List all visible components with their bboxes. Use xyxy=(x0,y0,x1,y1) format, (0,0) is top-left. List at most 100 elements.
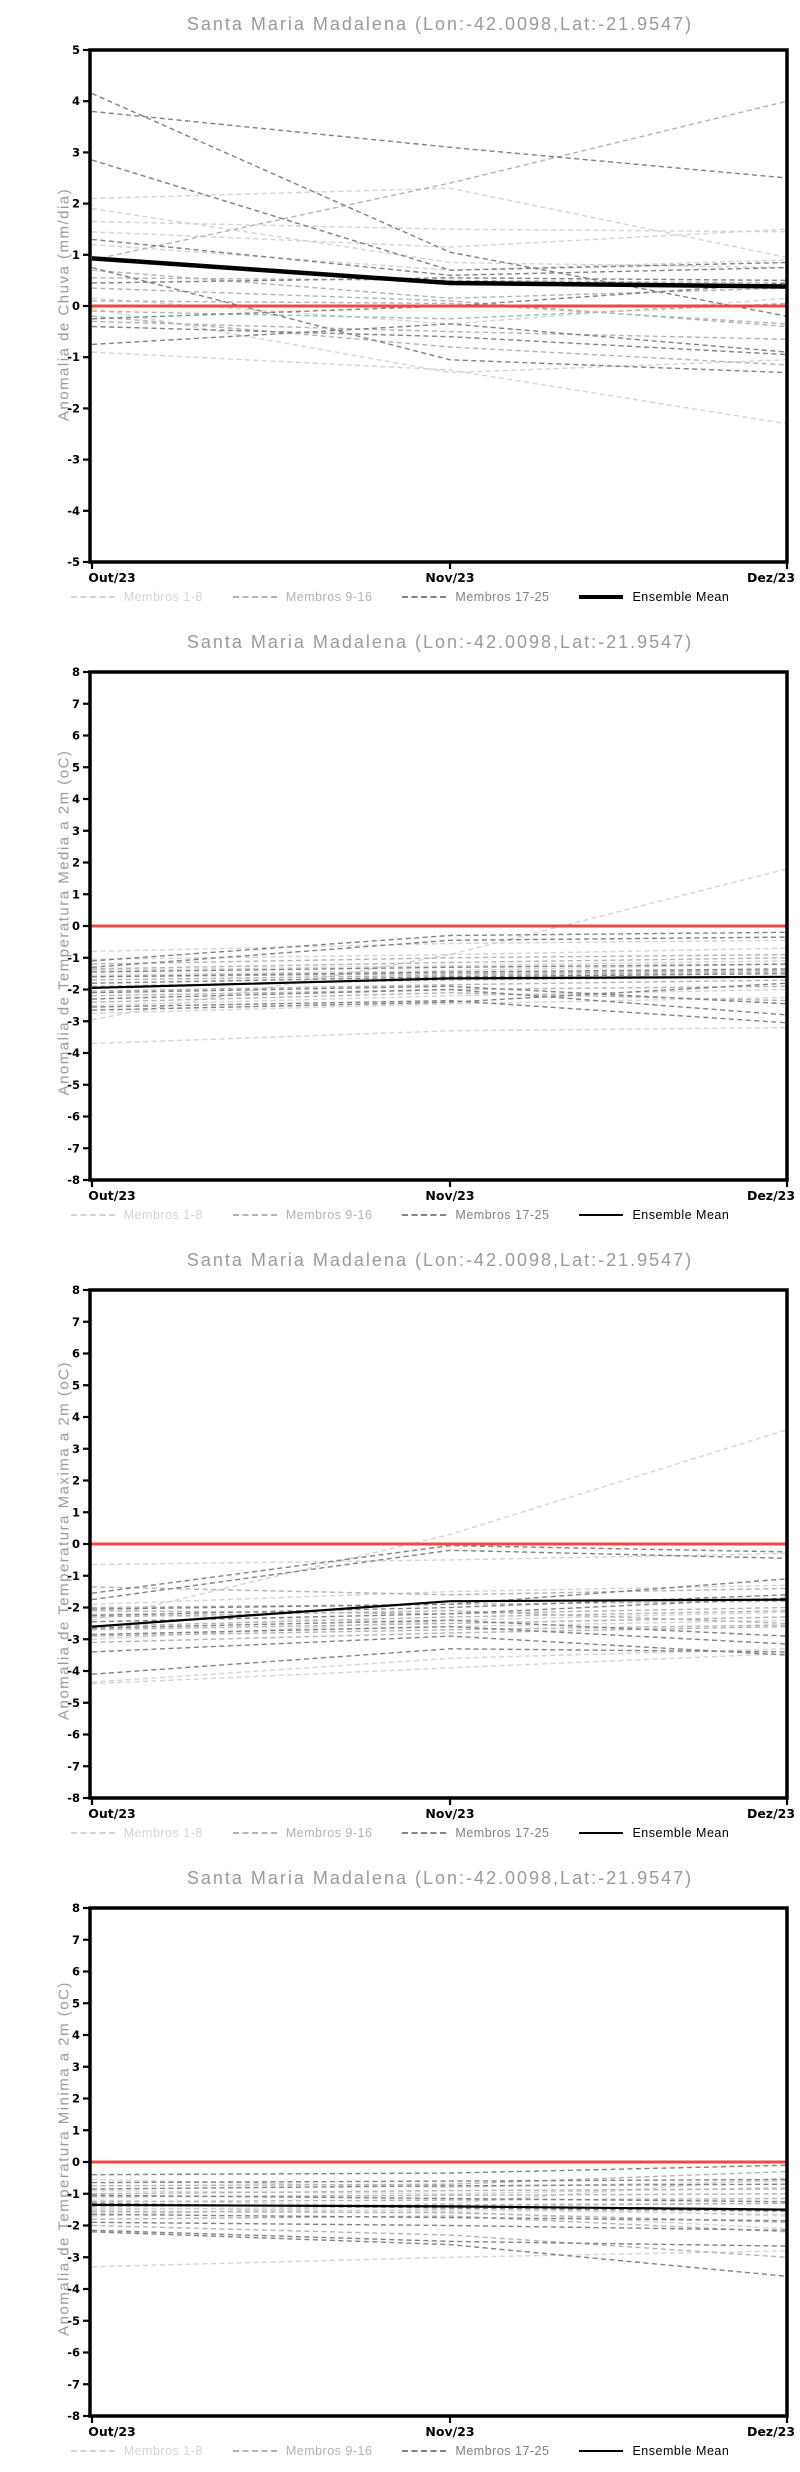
legend-label: Ensemble Mean xyxy=(632,590,730,604)
member-line xyxy=(91,2224,788,2258)
y-tick-label: 8 xyxy=(72,1283,80,1297)
member-line xyxy=(91,960,788,972)
legend-item-membros: Membros 17-25 xyxy=(402,1826,549,1840)
y-tick-label: 3 xyxy=(72,824,80,838)
y-tick-label: 7 xyxy=(72,1933,80,1947)
chart-legend: Membros 1-8 Membros 9-16 Membros 17-25 Ense… xyxy=(0,2440,800,2462)
y-tick-label: 2 xyxy=(72,197,80,211)
member-line xyxy=(91,320,788,340)
y-tick-label: 3 xyxy=(72,1442,80,1456)
legend-item-ensemble-mean: Ensemble Mean xyxy=(579,2444,729,2458)
y-tick-label: -2 xyxy=(67,983,80,997)
x-tick-label: Dez/23 xyxy=(747,1806,795,1821)
y-tick-label: -3 xyxy=(67,1632,80,1646)
legend-label: Membros 1-8 xyxy=(123,1208,203,1222)
member-line xyxy=(91,315,788,366)
y-tick-label: 0 xyxy=(72,1537,80,1551)
chart-title: Santa Maria Madalena (Lon:-42.0098,Lat:-… xyxy=(186,1250,694,1270)
member-line xyxy=(91,996,788,1014)
y-tick-label: -2 xyxy=(67,1601,80,1615)
y-tick-label: -7 xyxy=(67,2377,80,2391)
member-line xyxy=(91,1026,788,1045)
legend-dashed-line xyxy=(402,2450,447,2452)
y-tick-label: 3 xyxy=(72,145,80,159)
y-tick-label: -8 xyxy=(67,1173,80,1187)
y-tick-label: 0 xyxy=(72,919,80,933)
ensemble-mean-line xyxy=(91,256,788,289)
member-line xyxy=(91,1624,788,1637)
y-tick-label: 6 xyxy=(72,729,80,743)
y-tick-label: 0 xyxy=(72,2155,80,2169)
y-tick-label: 8 xyxy=(72,1901,80,1915)
x-tick-label: Out/23 xyxy=(88,1188,135,1203)
member-line xyxy=(91,953,788,965)
member-line xyxy=(91,1625,788,1645)
member-line xyxy=(91,266,788,374)
member-line xyxy=(91,287,788,328)
plot-box xyxy=(88,1906,789,2418)
y-tick-label: -7 xyxy=(67,1141,80,1155)
y-tick-label: 3 xyxy=(72,2060,80,2074)
member-line xyxy=(91,1549,788,1601)
chart-section-anomalia-chuva: Santa Maria Madalena (Lon:-42.0098,Lat:-… xyxy=(0,0,800,618)
x-tick-label: Out/23 xyxy=(88,570,135,585)
member-line xyxy=(91,999,788,1024)
legend-label: Membros 17-25 xyxy=(455,2444,550,2458)
y-tick-label: 5 xyxy=(72,43,80,57)
y-tick-label: 1 xyxy=(72,248,80,262)
y-tick-label: -3 xyxy=(67,1014,80,1028)
legend-item-membros: Membros 9-16 xyxy=(232,590,373,604)
chart-legend: Membros 1-8 Membros 9-16 Membros 17-25 Ense… xyxy=(0,1204,800,1226)
member-line xyxy=(91,1625,788,1644)
member-line xyxy=(91,2213,788,2222)
y-tick-label: 5 xyxy=(72,1996,80,2010)
legend-item-membros: Membros 17-25 xyxy=(402,1208,549,1222)
x-tick-label: Nov/23 xyxy=(425,2424,474,2439)
member-line xyxy=(91,991,788,1003)
legend-item-membros: Membros 1-8 xyxy=(70,1826,203,1840)
member-line xyxy=(91,972,788,984)
chart-section-temperatura-media: Santa Maria Madalena (Lon:-42.0098,Lat:-… xyxy=(0,618,800,1236)
ensemble-mean-line xyxy=(91,2203,788,2211)
legend-item-membros: Membros 1-8 xyxy=(70,590,203,604)
y-tick-label: -7 xyxy=(67,1759,80,1773)
legend-label: Membros 17-25 xyxy=(455,590,550,604)
member-line xyxy=(91,187,788,259)
legend-dashed-line xyxy=(402,1832,447,1834)
member-line xyxy=(91,2183,788,2190)
y-tick-label: -5 xyxy=(67,555,80,569)
y-tick-label: -6 xyxy=(67,1110,80,1124)
member-line xyxy=(91,1652,788,1685)
member-line xyxy=(91,931,788,962)
y-tick-label: 4 xyxy=(72,1410,80,1424)
chart-section-temperatura-maxima: Santa Maria Madalena (Lon:-42.0098,Lat:-… xyxy=(0,1236,800,1854)
y-tick-label: 5 xyxy=(72,760,80,774)
member-line xyxy=(91,971,788,981)
legend-solid-line xyxy=(579,1214,624,1216)
member-line xyxy=(91,2164,788,2176)
member-line xyxy=(91,2194,788,2203)
member-line xyxy=(91,1584,788,1605)
legend-item-membros: Membros 17-25 xyxy=(402,2444,549,2458)
member-line xyxy=(91,2229,788,2247)
member-line xyxy=(91,2250,788,2268)
member-line xyxy=(91,300,788,325)
legend-dashed-line xyxy=(70,1214,115,1216)
y-tick-label: 4 xyxy=(72,94,80,108)
y-tick-label: -1 xyxy=(67,1569,80,1583)
legend-item-membros: Membros 9-16 xyxy=(232,1208,373,1222)
member-line xyxy=(91,228,788,248)
y-tick-label: -5 xyxy=(67,2314,80,2328)
chart-title: Santa Maria Madalena (Lon:-42.0098,Lat:-… xyxy=(186,632,694,652)
member-line xyxy=(91,325,788,356)
legend-item-membros: Membros 1-8 xyxy=(70,2444,203,2458)
y-tick-label: -1 xyxy=(67,2187,80,2201)
member-line xyxy=(91,1429,788,1621)
legend-item-membros: Membros 1-8 xyxy=(70,1208,203,1222)
y-tick-label: 4 xyxy=(72,792,80,806)
legend-dashed-line xyxy=(232,1214,277,1216)
legend-solid-line xyxy=(579,2450,624,2452)
x-tick-label: Nov/23 xyxy=(425,570,474,585)
legend-dashed-line xyxy=(70,596,115,598)
member-line xyxy=(91,208,788,269)
